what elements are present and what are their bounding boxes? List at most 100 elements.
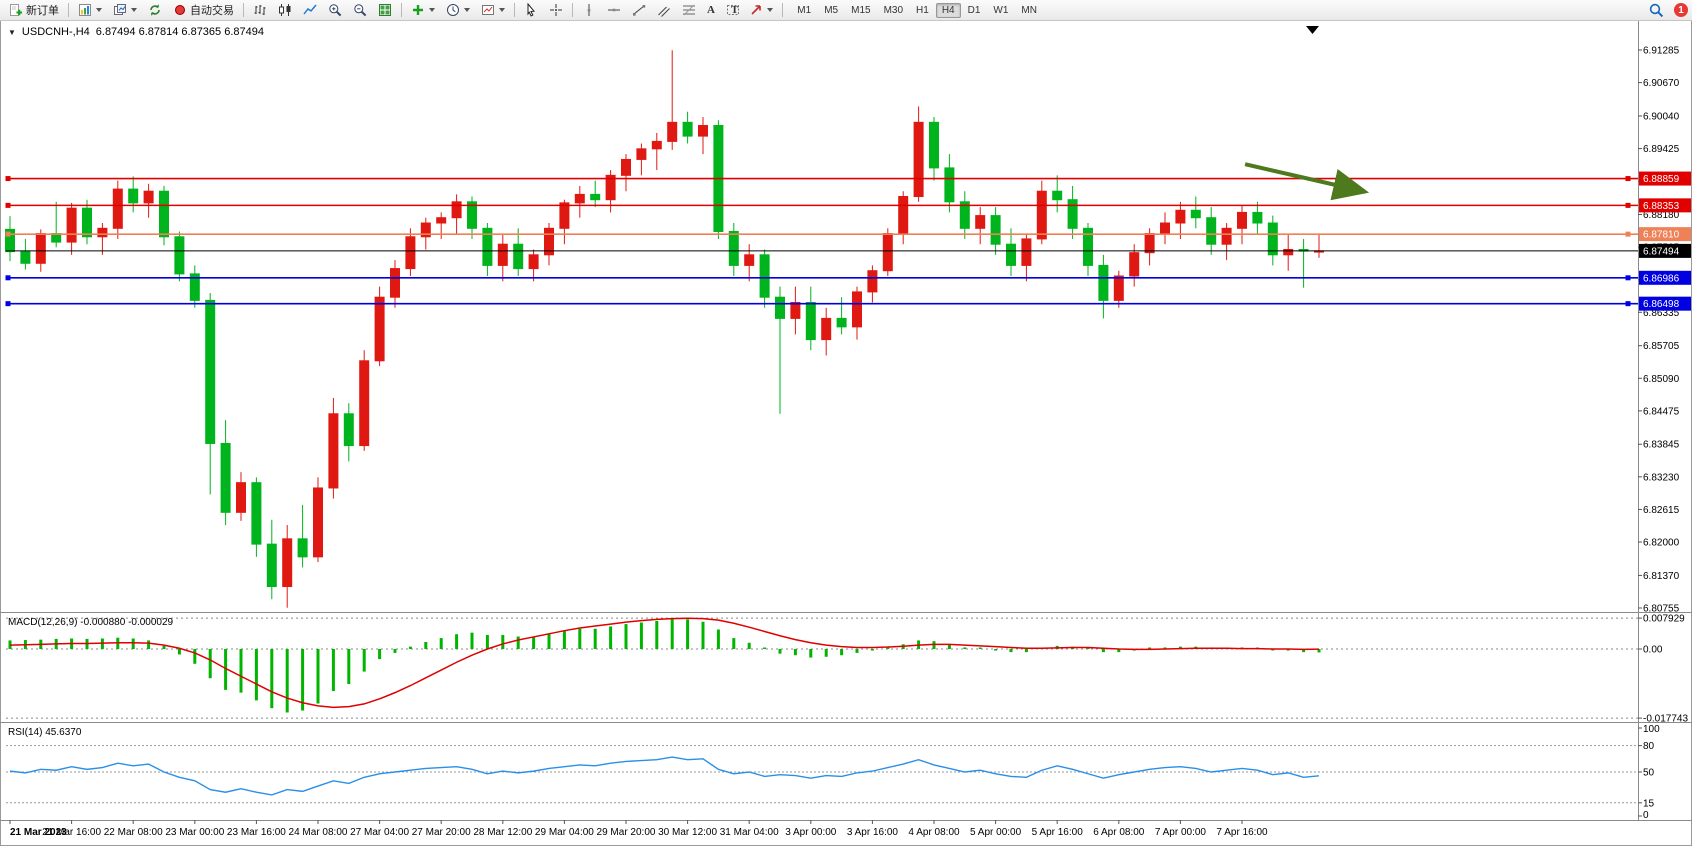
svg-text:6.88180: 6.88180: [1643, 210, 1680, 221]
svg-text:0.00: 0.00: [1643, 645, 1663, 656]
svg-text:22 Mar 08:00: 22 Mar 08:00: [104, 827, 163, 838]
vertical-line-tool-button[interactable]: [577, 0, 601, 20]
label-tool-button[interactable]: T: [721, 0, 743, 20]
auto-trading-button[interactable]: 自动交易: [168, 0, 239, 20]
svg-text:6 Apr 08:00: 6 Apr 08:00: [1093, 827, 1145, 838]
chart-shift-marker: [1306, 26, 1319, 34]
timeframe-button-d1[interactable]: D1: [967, 4, 981, 16]
timeframe-button-w1[interactable]: W1: [993, 4, 1009, 16]
periods-button[interactable]: [441, 0, 475, 20]
svg-text:100: 100: [1643, 724, 1660, 735]
svg-text:27 Mar 20:00: 27 Mar 20:00: [412, 827, 471, 838]
templates-button[interactable]: [476, 0, 510, 20]
svg-text:80: 80: [1643, 741, 1655, 752]
zoom-in-button[interactable]: [323, 0, 347, 20]
horizontal-line-tool-button[interactable]: [602, 0, 626, 20]
chevron-down-icon: [429, 8, 435, 12]
zoom-in-icon: [329, 4, 342, 17]
svg-text:6.88859: 6.88859: [1643, 174, 1680, 185]
bar-chart-button[interactable]: [248, 0, 272, 20]
trendline-tool-button[interactable]: [627, 0, 651, 20]
cursor-button[interactable]: [519, 0, 543, 20]
svg-text:6.86335: 6.86335: [1643, 308, 1680, 319]
timeframe-button-m5[interactable]: M5: [824, 4, 839, 16]
svg-text:6.90670: 6.90670: [1643, 78, 1680, 89]
svg-text:6.91285: 6.91285: [1643, 46, 1680, 57]
zoom-out-button[interactable]: [348, 0, 372, 20]
toolbar-separator: [572, 3, 573, 17]
chevron-down-icon: [499, 8, 505, 12]
svg-text:31 Mar 04:00: 31 Mar 04:00: [720, 827, 779, 838]
chevron-down-icon: [131, 8, 137, 12]
svg-text:0: 0: [1643, 810, 1649, 821]
timeframe-button-mn[interactable]: MN: [1021, 4, 1037, 16]
auto-trading-icon: [175, 5, 185, 15]
timeframe-button-m15[interactable]: M15: [851, 4, 871, 16]
svg-text:6.88353: 6.88353: [1643, 201, 1680, 212]
refresh-cycle-icon: [150, 4, 160, 16]
timeframe-button-h1[interactable]: H1: [916, 4, 929, 16]
level-lines: 6.88859 6.88353 6.87810 6.87494 6.86986 6.864…: [5, 171, 1691, 311]
candlestick-chart-button[interactable]: [273, 0, 297, 20]
auto-trading-label: 自动交易: [190, 5, 234, 17]
svg-text:0.007929: 0.007929: [1643, 614, 1685, 625]
svg-text:23 Mar 16:00: 23 Mar 16:00: [227, 827, 286, 838]
text-label-icon: [726, 5, 739, 15]
svg-text:6.89425: 6.89425: [1643, 144, 1680, 155]
tile-windows-button[interactable]: [373, 0, 397, 20]
arrow-tool-icon: [751, 5, 762, 15]
crosshair-icon: [550, 4, 562, 16]
profiles-icon: [114, 4, 126, 15]
svg-text:6.82615: 6.82615: [1643, 505, 1680, 516]
timeframe-button-h4[interactable]: H4: [935, 2, 961, 18]
line-handle: [1625, 176, 1631, 182]
svg-text:23 Mar 00:00: 23 Mar 00:00: [165, 827, 224, 838]
svg-text:-0.017743: -0.017743: [1643, 714, 1688, 725]
svg-text:4 Apr 08:00: 4 Apr 08:00: [908, 827, 960, 838]
svg-text:6.84475: 6.84475: [1643, 406, 1680, 417]
svg-text:5 Apr 16:00: 5 Apr 16:00: [1032, 827, 1084, 838]
chevron-down-icon: [96, 8, 102, 12]
price-tag: [1639, 227, 1691, 242]
line-handle: [5, 176, 11, 182]
svg-text:6.87810: 6.87810: [1643, 230, 1680, 241]
text-tool-icon: A: [707, 4, 715, 16]
line-handle: [1625, 275, 1631, 281]
tile-windows-icon: [379, 4, 391, 16]
line-chart-button[interactable]: [298, 0, 322, 20]
toolbar-separator: [243, 3, 244, 17]
price-tag: [1639, 171, 1691, 186]
indicators-button[interactable]: [406, 0, 440, 20]
svg-text:6.83230: 6.83230: [1643, 472, 1680, 483]
fibonacci-tool-button[interactable]: [677, 0, 701, 20]
channel-tool-button[interactable]: [652, 0, 676, 20]
chart-template-icon: [482, 5, 494, 15]
svg-text:6.80755: 6.80755: [1643, 603, 1680, 614]
notification-badge[interactable]: 1: [1674, 3, 1688, 17]
new-chart-button[interactable]: [73, 0, 107, 20]
search-button[interactable]: [1644, 0, 1669, 20]
toolbar-separator: [68, 3, 69, 17]
svg-text:3 Apr 00:00: 3 Apr 00:00: [785, 827, 837, 838]
macd-panel: 0.007929 0.00 -0.017743: [6, 614, 1688, 725]
timeframe-button-m30[interactable]: M30: [883, 4, 904, 16]
arrows-tool-button[interactable]: [744, 0, 778, 20]
refresh-button[interactable]: [143, 0, 167, 20]
svg-text:6.82000: 6.82000: [1643, 538, 1680, 549]
rsi-panel: 100 80 50 150: [6, 724, 1660, 821]
crosshair-button[interactable]: [544, 0, 568, 20]
svg-text:6.87494: 6.87494: [1643, 246, 1680, 257]
svg-text:6.86498: 6.86498: [1643, 299, 1680, 310]
channel-icon: [658, 6, 670, 17]
svg-text:29 Mar 20:00: 29 Mar 20:00: [597, 827, 656, 838]
profiles-button[interactable]: [108, 0, 142, 20]
svg-text:7 Apr 16:00: 7 Apr 16:00: [1216, 827, 1268, 838]
timeframe-button-m1[interactable]: M1: [797, 4, 812, 16]
new-order-button[interactable]: 新订单: [4, 0, 64, 20]
symbol-dropdown-icon[interactable]: ▼: [8, 27, 16, 37]
line-handle: [5, 231, 11, 237]
text-tool-button[interactable]: A: [702, 0, 720, 20]
toolbar-separator: [782, 3, 784, 17]
